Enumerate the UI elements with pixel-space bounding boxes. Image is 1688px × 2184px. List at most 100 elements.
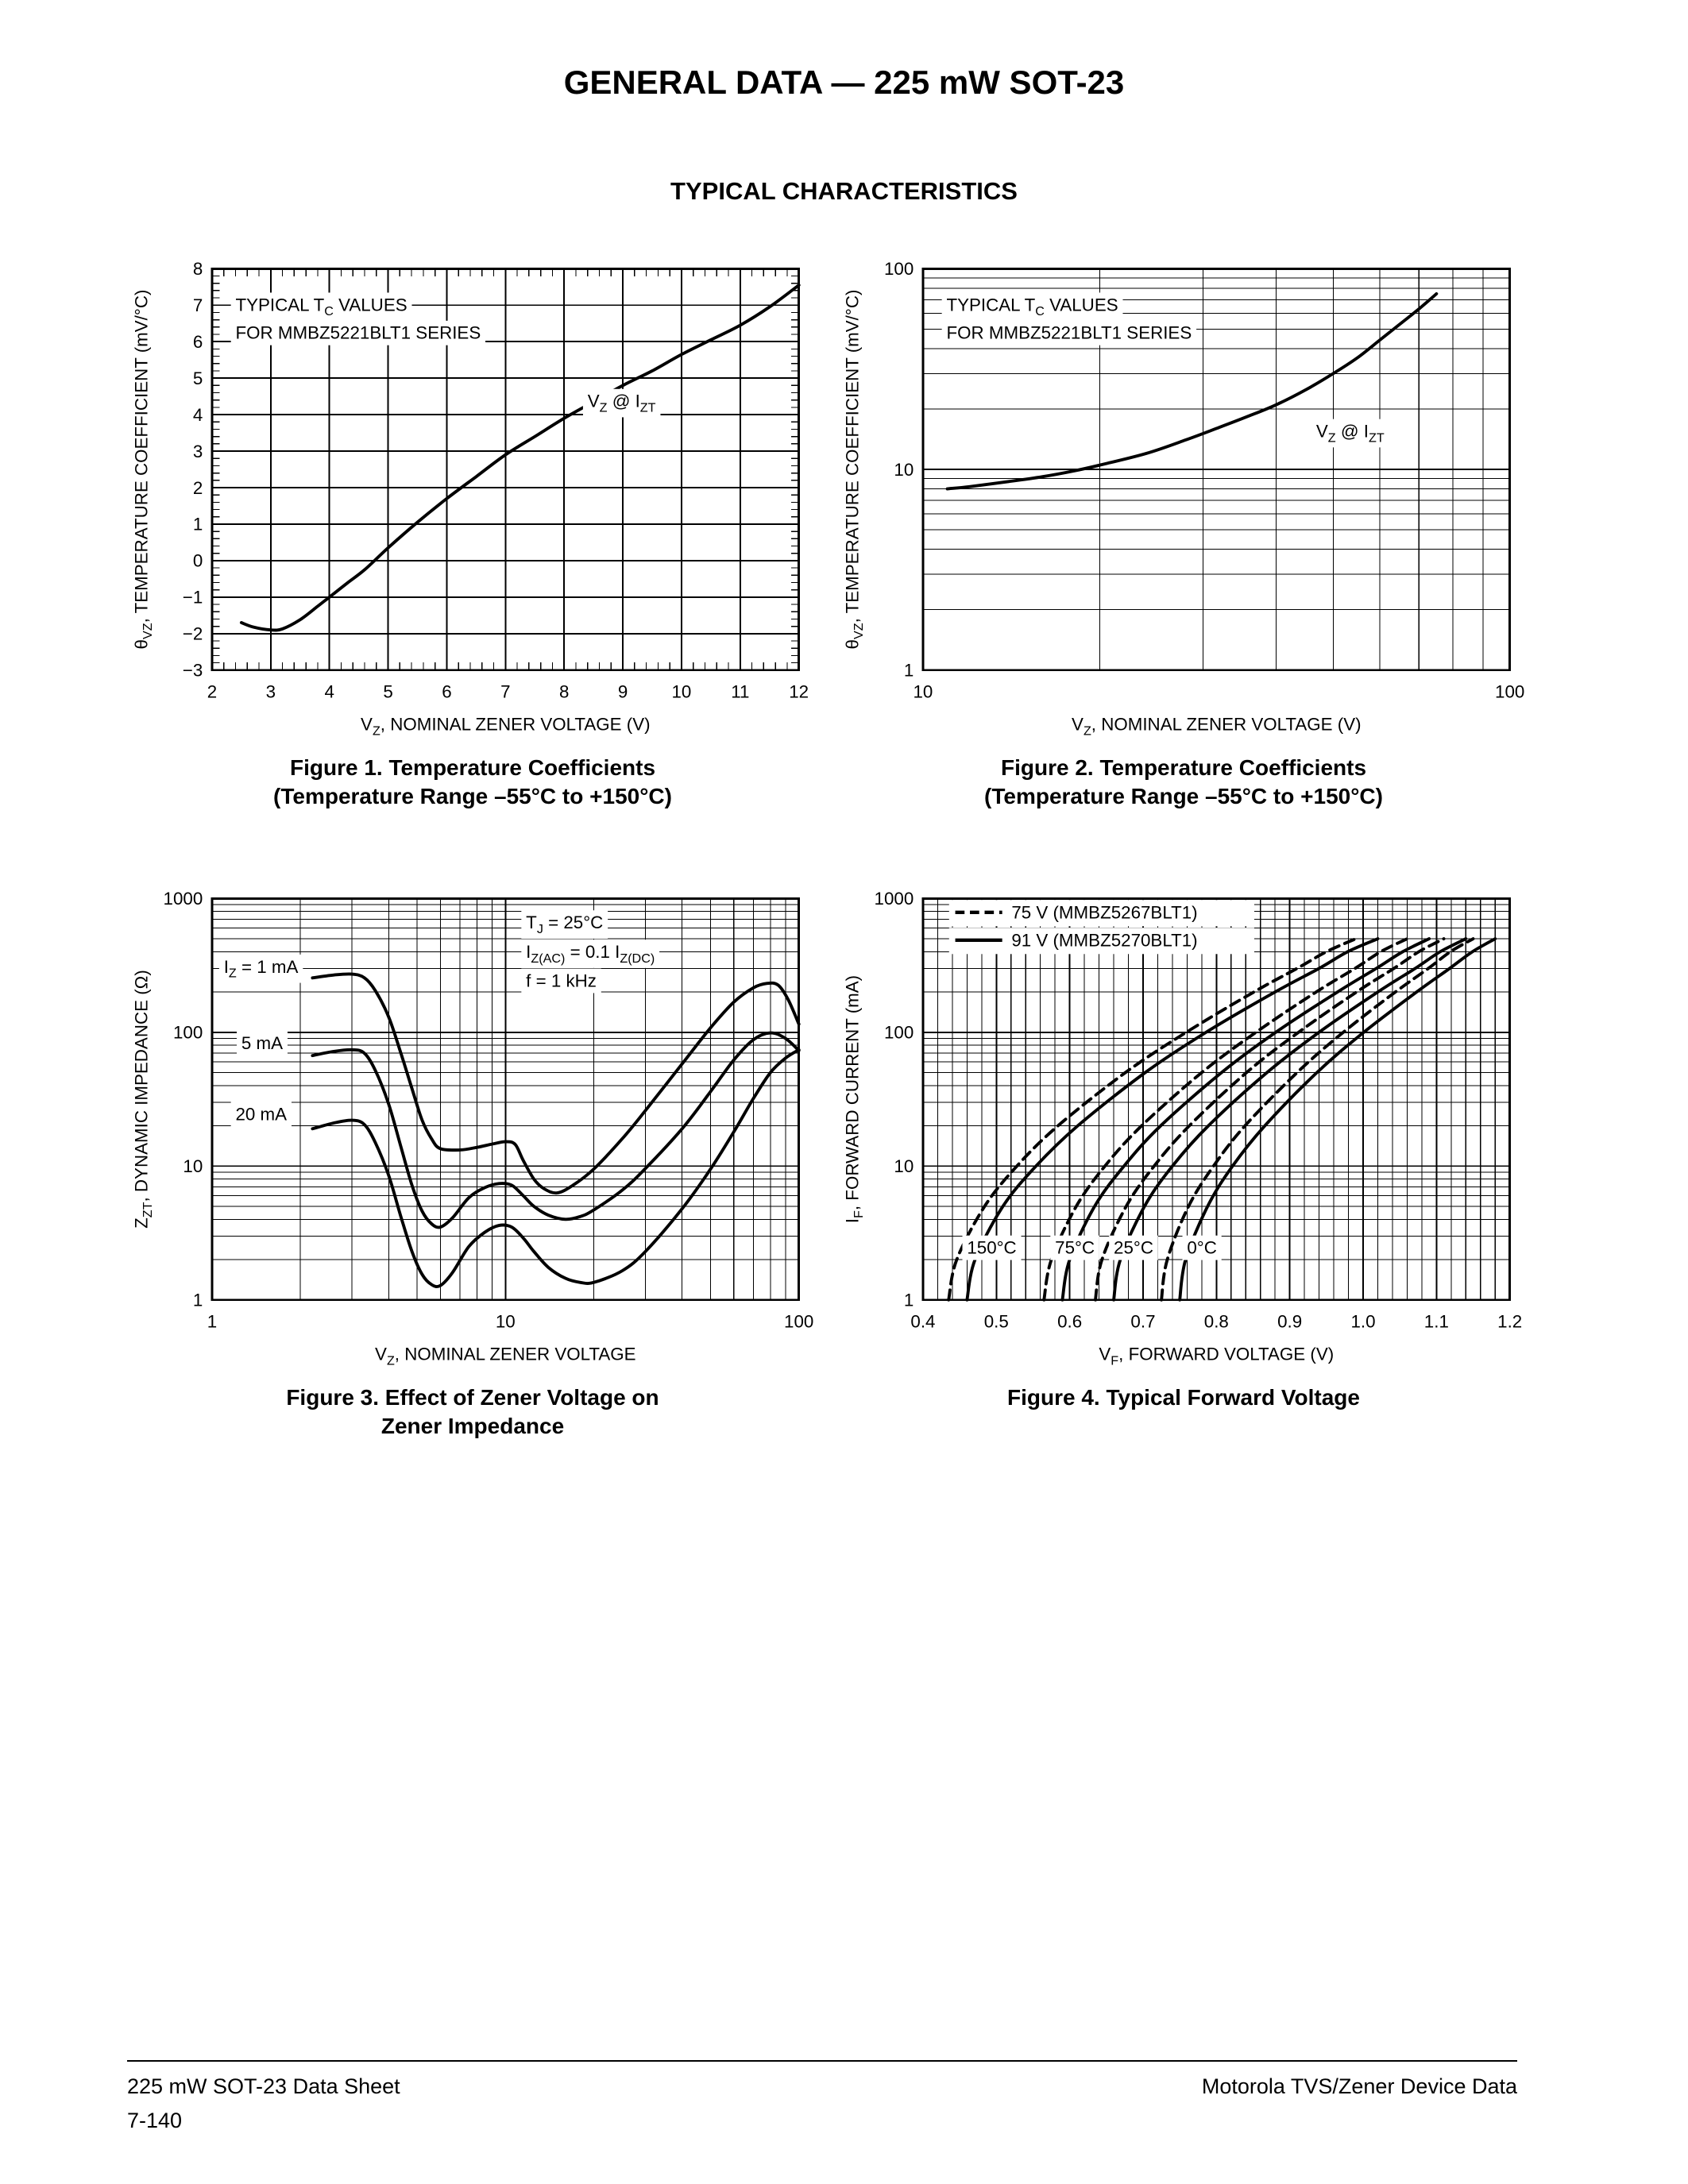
svg-text:IZ(AC) = 0.1 IZ(DC): IZ(AC) = 0.1 IZ(DC) (526, 942, 655, 966)
svg-text:6: 6 (193, 332, 203, 352)
figure-2-chart: TYPICAL TC VALUES FOR MMBZ5221BLT1 SERIES… (842, 259, 1524, 739)
svg-text:10: 10 (894, 460, 914, 480)
svg-text:TYPICAL TC VALUES: TYPICAL TC VALUES (946, 295, 1118, 318)
svg-text:3: 3 (193, 442, 203, 461)
figure-4-caption: Figure 4. Typical Forward Voltage (838, 1383, 1529, 1412)
svg-text:θVZ, TEMPERATURE COEFFICIENT (: θVZ, TEMPERATURE COEFFICIENT (mV/°C) (842, 290, 866, 650)
svg-text:0.8: 0.8 (1204, 1312, 1229, 1332)
svg-text:0.4: 0.4 (910, 1312, 935, 1332)
svg-text:100: 100 (1495, 682, 1524, 702)
svg-text:1: 1 (193, 515, 203, 534)
svg-text:VF, FORWARD VOLTAGE (V): VF, FORWARD VOLTAGE (V) (1099, 1344, 1334, 1368)
svg-text:4: 4 (193, 405, 203, 425)
svg-text:0: 0 (193, 551, 203, 571)
svg-text:2: 2 (193, 478, 203, 498)
figure-row-2: TJ = 25°C IZ(AC) = 0.1 IZ(DC) f = 1 kHz IZ … (127, 879, 1529, 1441)
svg-text:5 mA: 5 mA (241, 1033, 283, 1053)
svg-text:5: 5 (383, 682, 392, 702)
figure-3: TJ = 25°C IZ(AC) = 0.1 IZ(DC) f = 1 kHz IZ … (127, 879, 818, 1441)
figure-2-caption-line2: (Temperature Range –55°C to +150°C) (984, 784, 1383, 809)
svg-text:9: 9 (618, 682, 628, 702)
svg-text:θVZ, TEMPERATURE COEFFICIENT (: θVZ, TEMPERATURE COEFFICIENT (mV/°C) (131, 290, 155, 650)
svg-text:5: 5 (193, 369, 203, 388)
svg-text:0.5: 0.5 (984, 1312, 1009, 1332)
svg-text:0.9: 0.9 (1277, 1312, 1302, 1332)
svg-text:1.1: 1.1 (1424, 1312, 1449, 1332)
footer-row: 225 mW SOT-23 Data Sheet Motorola TVS/Ze… (127, 2074, 1517, 2099)
svg-text:8: 8 (193, 259, 203, 279)
figure-2: TYPICAL TC VALUES FOR MMBZ5221BLT1 SERIES… (838, 249, 1529, 812)
svg-text:f = 1 kHz: f = 1 kHz (526, 970, 597, 990)
svg-text:1000: 1000 (164, 889, 203, 909)
svg-text:0°C: 0°C (1187, 1237, 1217, 1257)
svg-text:3: 3 (266, 682, 276, 702)
svg-text:10: 10 (914, 682, 933, 702)
footer-page-number: 7-140 (127, 2109, 183, 2132)
svg-text:FOR MMBZ5221BLT1 SERIES: FOR MMBZ5221BLT1 SERIES (235, 323, 481, 343)
svg-text:25°C: 25°C (1114, 1237, 1153, 1257)
footer-right-text: Motorola TVS/Zener Device Data (1201, 2074, 1517, 2098)
svg-text:VZ, NOMINAL ZENER VOLTAGE (V): VZ, NOMINAL ZENER VOLTAGE (V) (361, 715, 651, 739)
figures-grid: TYPICAL TC VALUES FOR MMBZ5221BLT1 SERIES… (0, 249, 1688, 1441)
svg-text:100: 100 (173, 1022, 203, 1042)
figure-2-caption-line1: Figure 2. Temperature Coefficients (1000, 754, 1367, 780)
svg-text:1.0: 1.0 (1350, 1312, 1375, 1332)
svg-text:10: 10 (894, 1156, 914, 1176)
svg-text:IZ = 1 mA: IZ = 1 mA (224, 957, 299, 981)
svg-text:10: 10 (496, 1312, 516, 1332)
svg-text:7: 7 (500, 682, 510, 702)
svg-text:0.6: 0.6 (1057, 1312, 1082, 1332)
svg-text:8: 8 (559, 682, 569, 702)
figure-4-chart: 75 V (MMBZ5267BLT1) 91 V (MMBZ5270BLT1) 15… (842, 889, 1522, 1368)
figure-4: 75 V (MMBZ5267BLT1) 91 V (MMBZ5270BLT1) 15… (838, 879, 1529, 1441)
footer-left-text: 225 mW SOT-23 Data Sheet (127, 2074, 400, 2098)
svg-text:10: 10 (183, 1156, 203, 1176)
figure-1-caption-line2: (Temperature Range –55°C to +150°C) (273, 784, 672, 809)
svg-text:6: 6 (442, 682, 451, 702)
svg-text:75 V (MMBZ5267BLT1): 75 V (MMBZ5267BLT1) (1011, 902, 1197, 922)
page-title: GENERAL DATA — 225 mW SOT-23 (563, 64, 1125, 101)
svg-text:10: 10 (672, 682, 692, 702)
svg-text:20 mA: 20 mA (235, 1104, 287, 1124)
svg-text:12: 12 (789, 682, 809, 702)
svg-text:1: 1 (193, 1290, 203, 1310)
svg-text:4: 4 (324, 682, 334, 702)
figure-3-caption-line1: Figure 3. Effect of Zener Voltage on (286, 1384, 659, 1410)
svg-text:1000: 1000 (875, 889, 914, 909)
svg-text:VZ, NOMINAL ZENER VOLTAGE: VZ, NOMINAL ZENER VOLTAGE (375, 1344, 636, 1368)
svg-text:TYPICAL TC VALUES: TYPICAL TC VALUES (235, 295, 407, 318)
svg-text:7: 7 (193, 295, 203, 315)
svg-text:11: 11 (731, 682, 749, 702)
svg-text:91 V (MMBZ5270BLT1): 91 V (MMBZ5270BLT1) (1011, 930, 1197, 950)
svg-text:ZZT, DYNAMIC IMPEDANCE (Ω): ZZT, DYNAMIC IMPEDANCE (Ω) (131, 970, 155, 1229)
svg-text:150°C: 150°C (967, 1237, 1016, 1257)
svg-text:VZ, NOMINAL ZENER VOLTAGE (V): VZ, NOMINAL ZENER VOLTAGE (V) (1072, 715, 1362, 739)
figure-3-chart: TJ = 25°C IZ(AC) = 0.1 IZ(DC) f = 1 kHz IZ … (131, 889, 813, 1368)
section-title: TYPICAL CHARACTERISTICS (670, 177, 1018, 205)
svg-text:2: 2 (207, 682, 217, 702)
svg-text:IF, FORWARD CURRENT (mA): IF, FORWARD CURRENT (mA) (842, 975, 866, 1223)
figure-1-caption-line1: Figure 1. Temperature Coefficients (289, 754, 656, 780)
figure-4-caption-line1: Figure 4. Typical Forward Voltage (1007, 1384, 1360, 1410)
svg-text:100: 100 (884, 1022, 914, 1042)
svg-text:FOR MMBZ5221BLT1 SERIES: FOR MMBZ5221BLT1 SERIES (946, 323, 1192, 343)
figure-2-caption: Figure 2. Temperature Coefficients (Temp… (838, 754, 1529, 812)
svg-text:VZ @ IZT: VZ @ IZT (1316, 422, 1385, 446)
figure-row-1: TYPICAL TC VALUES FOR MMBZ5221BLT1 SERIES… (127, 249, 1529, 812)
svg-text:1.2: 1.2 (1497, 1312, 1522, 1332)
svg-text:100: 100 (784, 1312, 813, 1332)
figure-1-chart: TYPICAL TC VALUES FOR MMBZ5221BLT1 SERIES… (131, 259, 809, 739)
svg-text:0.7: 0.7 (1130, 1312, 1155, 1332)
svg-text:TJ = 25°C: TJ = 25°C (526, 913, 603, 936)
svg-text:−2: −2 (183, 624, 203, 644)
svg-text:75°C: 75°C (1055, 1237, 1095, 1257)
svg-text:100: 100 (884, 259, 914, 279)
svg-text:−3: −3 (183, 661, 203, 681)
svg-text:−1: −1 (183, 588, 203, 608)
svg-text:1: 1 (207, 1312, 217, 1332)
figure-1-caption: Figure 1. Temperature Coefficients (Temp… (127, 754, 818, 812)
svg-text:VZ @ IZT: VZ @ IZT (588, 392, 656, 415)
figure-1: TYPICAL TC VALUES FOR MMBZ5221BLT1 SERIES… (127, 249, 818, 812)
page-footer: 225 mW SOT-23 Data Sheet Motorola TVS/Ze… (127, 2060, 1517, 2133)
